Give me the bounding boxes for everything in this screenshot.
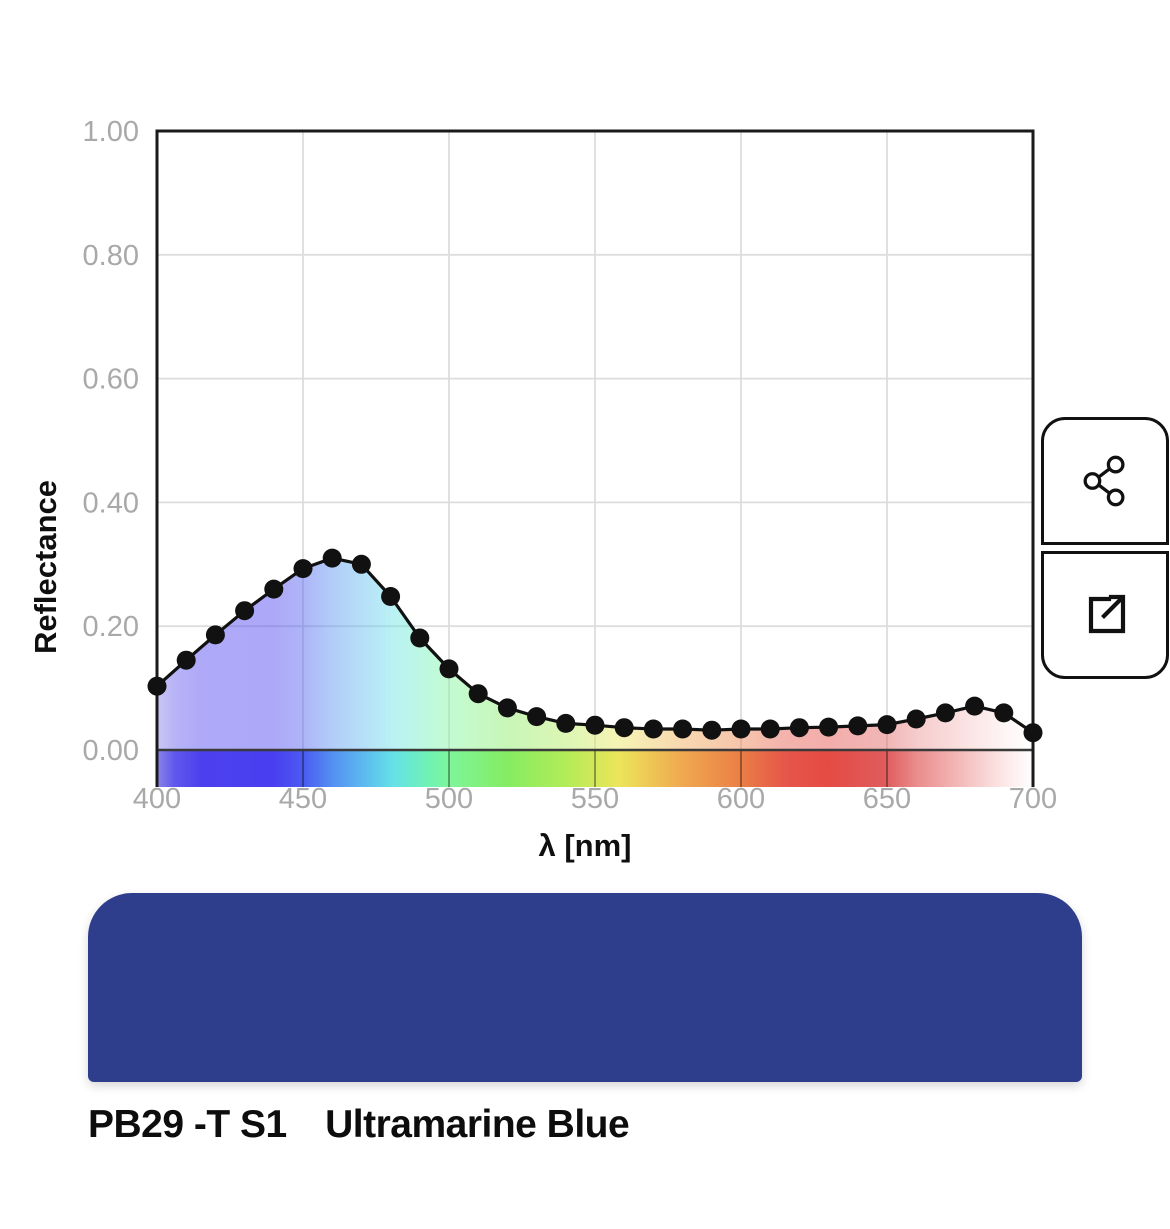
plot-frame	[155, 129, 1035, 787]
chart-action-buttons	[1041, 417, 1169, 679]
external-link-icon	[1075, 585, 1135, 645]
spectrum-fill	[157, 558, 1033, 750]
curve-markers	[147, 548, 1043, 743]
x-axis-title: λ [nm]	[538, 828, 632, 863]
pigment-name: Ultramarine Blue	[325, 1103, 630, 1146]
svg-text:0.40: 0.40	[83, 487, 139, 519]
pigment-code: PB29 -T S1	[88, 1103, 287, 1146]
open-external-button[interactable]	[1041, 551, 1169, 679]
svg-text:1.00: 1.00	[83, 116, 139, 148]
svg-text:700: 700	[1009, 783, 1057, 815]
svg-text:600: 600	[717, 783, 765, 815]
svg-text:0.20: 0.20	[83, 611, 139, 643]
share-icon	[1076, 452, 1134, 510]
svg-text:650: 650	[863, 783, 911, 815]
svg-text:450: 450	[279, 783, 327, 815]
pigment-color-swatch	[88, 893, 1082, 1082]
reflectance-spectrum-chart: 0.00 0.20 0.40 0.60 0.80 1.00 400 450 500 550 600 6…	[83, 116, 1058, 815]
svg-text:400: 400	[133, 783, 181, 815]
wavelength-spectrum-bar	[157, 750, 1033, 787]
svg-text:550: 550	[571, 783, 619, 815]
gridlines	[157, 131, 1033, 750]
x-tick-labels: 400 450 500 550 600 650 700	[133, 783, 1057, 815]
y-axis-title: Reflectance	[28, 479, 63, 655]
svg-text:0.00: 0.00	[83, 735, 139, 767]
pigment-caption: PB29 -T S1 Ultramarine Blue	[88, 1103, 630, 1147]
svg-text:0.80: 0.80	[83, 240, 139, 272]
y-tick-labels: 0.00 0.20 0.40 0.60 0.80 1.00	[83, 116, 139, 767]
svg-text:0.60: 0.60	[83, 364, 139, 396]
svg-text:500: 500	[425, 783, 473, 815]
share-button[interactable]	[1041, 417, 1169, 545]
